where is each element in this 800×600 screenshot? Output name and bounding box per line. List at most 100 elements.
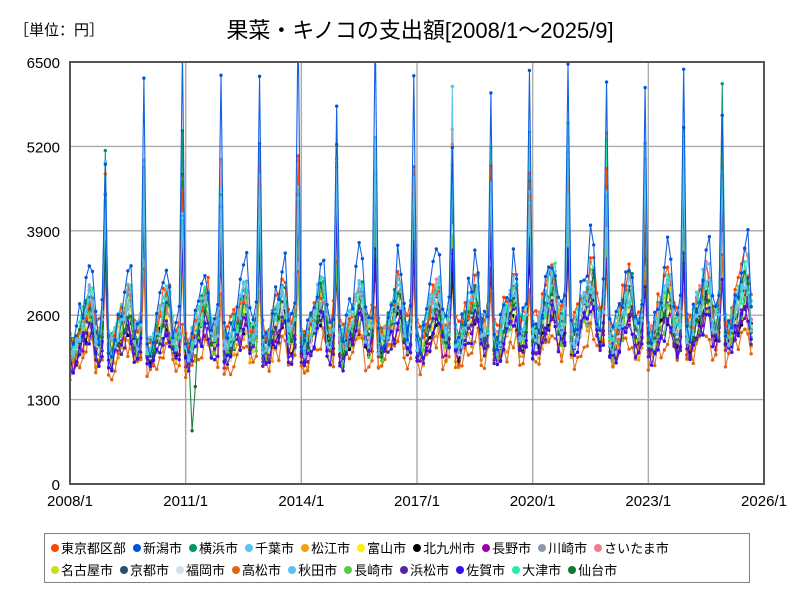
series-point	[379, 359, 384, 363]
series-point	[270, 330, 275, 334]
series-point	[608, 344, 612, 348]
series-point	[71, 341, 75, 346]
series-point	[707, 306, 712, 310]
series-point	[225, 366, 230, 370]
series-point	[94, 351, 98, 355]
series-point	[338, 324, 342, 328]
series-point	[212, 357, 217, 362]
legend-item-9[interactable]: さいたま市	[594, 542, 669, 555]
legend-item-15[interactable]: 長崎市	[344, 564, 393, 577]
series-point	[726, 334, 731, 338]
series-point	[302, 364, 307, 368]
series-point	[283, 296, 287, 301]
series-point	[338, 364, 342, 368]
series-point	[151, 362, 156, 367]
series-point	[222, 321, 226, 325]
series-point	[707, 338, 712, 342]
series-point	[582, 345, 586, 350]
series-point	[547, 303, 551, 308]
series-point	[733, 293, 737, 297]
series-point	[704, 279, 708, 284]
legend-item-17[interactable]: 佐賀市	[456, 564, 505, 577]
series-point	[228, 343, 233, 348]
legend-marker-icon	[456, 566, 465, 574]
series-point	[135, 347, 140, 351]
series-point	[318, 296, 323, 300]
series-point	[627, 347, 631, 351]
series-point	[739, 283, 744, 287]
y-axis-tick-label: 2600	[27, 308, 60, 325]
series-point	[579, 279, 583, 284]
series-point	[511, 293, 516, 298]
series-point	[219, 188, 223, 192]
series-point	[177, 336, 181, 340]
legend-item-8[interactable]: 川崎市	[538, 542, 587, 555]
series-point	[743, 305, 747, 309]
series-point	[158, 314, 162, 318]
series-point	[74, 342, 79, 346]
series-point	[466, 341, 471, 345]
x-axis-tick-label: 2011/1	[163, 493, 208, 510]
series-point	[431, 331, 435, 335]
series-point	[81, 352, 85, 356]
legend-item-19[interactable]: 仙台市	[568, 564, 617, 577]
legend-label: 松江市	[311, 540, 351, 556]
legend-label: 仙台市	[578, 562, 618, 578]
series-point	[402, 324, 406, 329]
series-point	[556, 335, 561, 340]
legend-item-1[interactable]: 新潟市	[133, 542, 182, 555]
series-point	[106, 351, 111, 356]
series-point	[630, 332, 634, 336]
legend-item-12[interactable]: 福岡市	[176, 564, 225, 577]
series-point	[685, 347, 689, 351]
legend-item-7[interactable]: 長野市	[482, 542, 531, 555]
legend-item-0[interactable]: 東京都区部	[51, 542, 126, 555]
series-point	[653, 310, 657, 314]
legend-item-11[interactable]: 京都市	[120, 564, 169, 577]
series-point	[543, 338, 548, 342]
series-point	[624, 326, 628, 330]
series-point	[418, 372, 422, 377]
series-point	[138, 336, 143, 340]
legend-item-13[interactable]: 高松市	[232, 564, 281, 577]
series-point	[261, 364, 265, 368]
legend-item-18[interactable]: 大津市	[512, 564, 561, 577]
legend-item-10[interactable]: 名古屋市	[51, 564, 113, 577]
series-point	[341, 353, 345, 357]
series-point	[145, 374, 149, 379]
series-point	[572, 344, 577, 348]
series-point	[701, 278, 705, 283]
series-point	[228, 350, 233, 354]
legend-item-2[interactable]: 横浜市	[189, 542, 238, 555]
series-point	[302, 354, 307, 359]
series-point	[386, 350, 390, 354]
series-point	[556, 295, 561, 299]
legend-item-3[interactable]: 千葉市	[245, 542, 294, 555]
series-point	[726, 351, 731, 356]
series-point	[254, 327, 259, 331]
series-point	[193, 308, 198, 313]
legend-item-5[interactable]: 富山市	[357, 542, 406, 555]
series-point	[161, 336, 165, 341]
series-point	[119, 343, 124, 347]
series-point	[694, 290, 699, 295]
series-point	[508, 327, 512, 332]
legend-item-16[interactable]: 浜松市	[400, 564, 449, 577]
legend-item-4[interactable]: 松江市	[301, 542, 350, 555]
series-point	[306, 369, 310, 373]
series-point	[482, 309, 487, 313]
series-point	[534, 338, 538, 343]
series-point	[469, 342, 474, 346]
series-point	[537, 336, 541, 340]
series-point	[180, 211, 185, 216]
series-point	[389, 329, 393, 334]
series-point	[620, 283, 625, 287]
series-point	[444, 353, 448, 358]
series-point	[502, 303, 506, 307]
series-point	[434, 247, 438, 251]
series-point	[665, 277, 670, 282]
series-point	[293, 318, 297, 322]
legend-item-14[interactable]: 秋田市	[288, 564, 337, 577]
series-point	[257, 74, 262, 79]
legend-item-6[interactable]: 北九州市	[413, 542, 475, 555]
